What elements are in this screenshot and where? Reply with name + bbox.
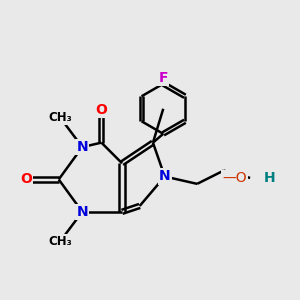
Text: CH₃: CH₃ (48, 235, 72, 248)
Text: N: N (76, 140, 88, 154)
Text: CH₃: CH₃ (48, 111, 72, 124)
Text: N: N (159, 169, 170, 184)
Text: O: O (95, 103, 107, 117)
Text: H: H (263, 171, 275, 185)
Text: N: N (76, 205, 88, 219)
Text: F: F (158, 71, 168, 85)
Text: O: O (20, 172, 32, 186)
Text: —O: —O (223, 171, 247, 185)
